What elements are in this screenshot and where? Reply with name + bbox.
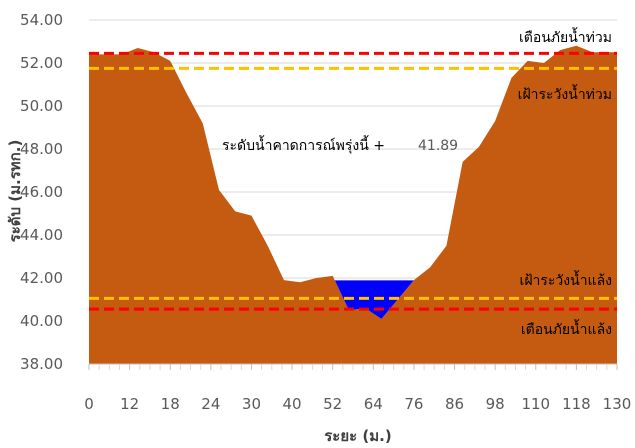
y-axis-title: ระดับ (ม.รทก.) (6, 140, 24, 243)
line-label: เฝ้าระวังน้ำท่วม (518, 84, 612, 103)
x-tick-label: 76 (404, 395, 423, 413)
x-tick-label: 110 (521, 395, 550, 413)
y-tick-labels: 38.00 40.00 42.00 44.00 46.00 48.00 50.00 52.00… (20, 11, 63, 373)
line-label: เตือนภัยน้ำแล้ง (521, 319, 612, 338)
y-tick-label: 44.00 (20, 226, 63, 244)
reference-lines (89, 51, 617, 311)
ground-fill (89, 45, 617, 365)
x-tick-label: 86 (445, 395, 464, 413)
forecast-annotation-value: 41.89 (418, 138, 458, 154)
y-tick-label: 38.00 (20, 355, 63, 373)
x-tick-labels: 0 12 18 24 30 40 52 64 76 86 98 110 118 130 (84, 395, 631, 413)
x-tick-label: 30 (242, 395, 261, 413)
x-tick-label: 118 (562, 395, 591, 413)
x-tick-label: 24 (201, 395, 220, 413)
line-labels: เตือนภัยน้ำท่วมเฝ้าระวังน้ำท่วมเฝ้าระวัง… (518, 27, 612, 338)
x-tick-label: 12 (120, 395, 139, 413)
y-tick-label: 46.00 (20, 183, 63, 201)
y-tick-label: 54.00 (20, 11, 63, 29)
x-tick-label: 0 (84, 395, 94, 413)
x-axis-title: ระยะ (ม.) (324, 427, 391, 445)
x-tick-label: 98 (486, 395, 505, 413)
x-tick-label: 64 (364, 395, 383, 413)
line-label: เตือนภัยน้ำท่วม (519, 27, 612, 46)
line-label: เฝ้าระวังน้ำแล้ง (520, 270, 612, 289)
y-tick-label: 42.00 (20, 269, 63, 287)
x-tick-label: 52 (323, 395, 342, 413)
y-tick-label: 40.00 (20, 312, 63, 330)
x-tick-label: 18 (161, 395, 180, 413)
y-tick-label: 52.00 (20, 54, 63, 72)
forecast-annotation-label: ระดับน้ำคาดการณ์พรุ่งนี้ + (222, 135, 385, 154)
axes (88, 363, 618, 370)
y-tick-label: 48.00 (20, 140, 63, 158)
y-tick-label: 50.00 (20, 97, 63, 115)
x-tick-label: 130 (603, 395, 632, 413)
ground-area (89, 45, 617, 365)
x-tick-label: 40 (283, 395, 302, 413)
